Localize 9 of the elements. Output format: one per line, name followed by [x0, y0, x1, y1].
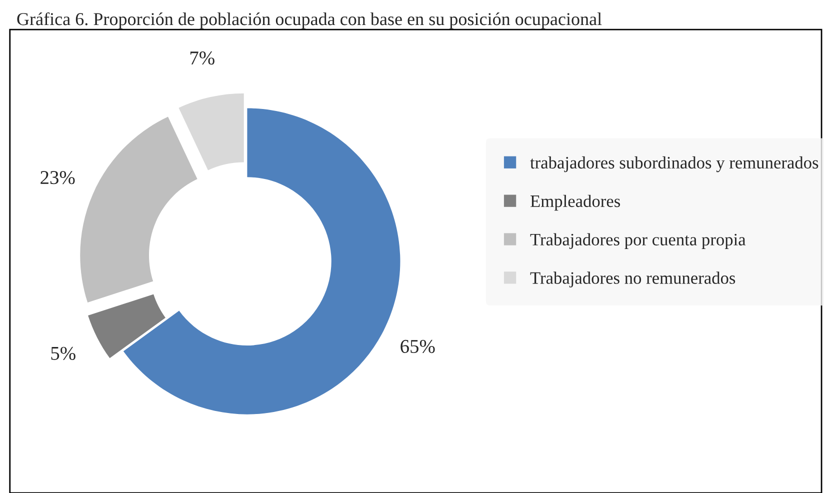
data-label: 7% [190, 51, 214, 65]
chart-title: Gráfica 6. Proporción de población ocupada con base en su posición ocupacional [17, 12, 602, 29]
legend-label: trabajadores subordinados y remunerados [530, 156, 818, 172]
data-label: 5% [51, 346, 76, 360]
data-label: 23% [40, 170, 75, 184]
data-label: 65% [400, 340, 435, 354]
legend-label: Empleadores [530, 194, 620, 211]
legend-label: Trabajadores no remunerados [530, 272, 736, 288]
legend-label: Trabajadores por cuenta propia [530, 233, 746, 250]
